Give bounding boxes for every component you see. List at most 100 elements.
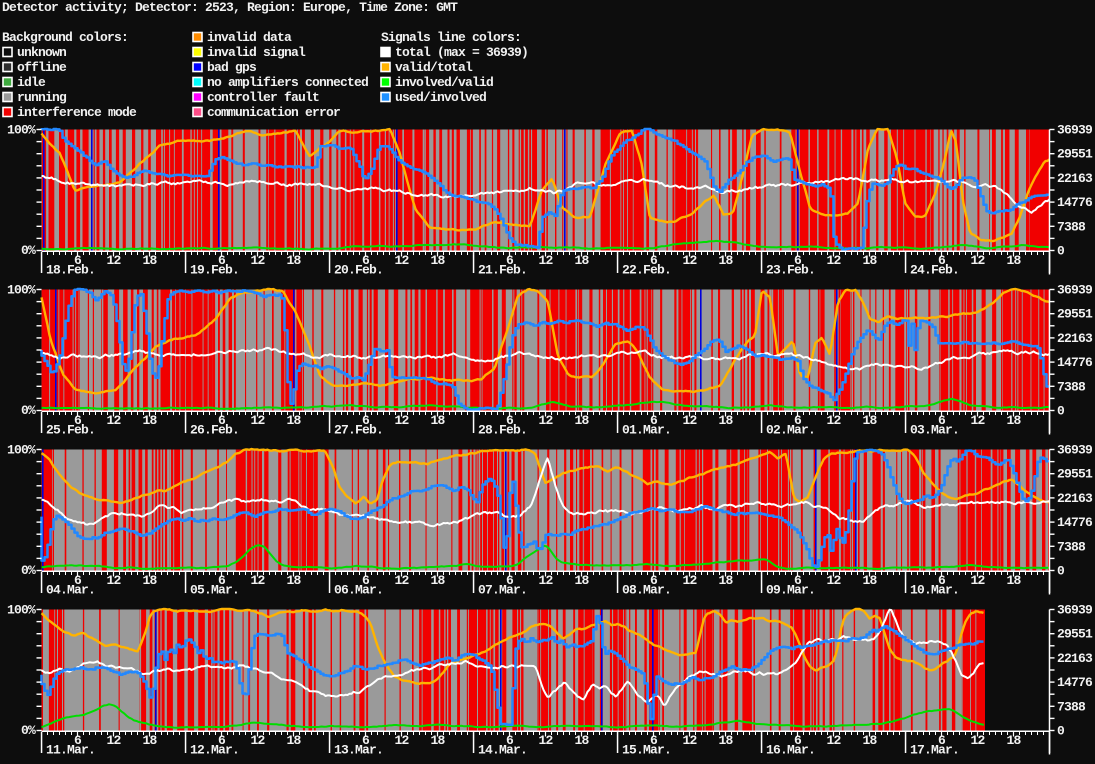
- svg-text:12: 12: [826, 573, 841, 588]
- svg-text:12: 12: [682, 733, 697, 748]
- svg-text:7388: 7388: [1057, 699, 1086, 714]
- svg-text:03.Mar.: 03.Mar.: [910, 423, 959, 438]
- svg-text:18: 18: [574, 733, 589, 748]
- svg-text:18: 18: [862, 413, 877, 428]
- svg-text:running: running: [17, 90, 67, 105]
- svg-text:100%: 100%: [7, 283, 36, 298]
- svg-text:12: 12: [970, 573, 985, 588]
- svg-text:12: 12: [394, 733, 409, 748]
- svg-text:18: 18: [1006, 733, 1021, 748]
- svg-text:100%: 100%: [7, 123, 36, 138]
- svg-text:6: 6: [74, 413, 82, 428]
- svg-text:04.Mar.: 04.Mar.: [46, 583, 95, 598]
- svg-text:12: 12: [826, 253, 841, 268]
- svg-text:0: 0: [1057, 244, 1065, 259]
- svg-text:6: 6: [218, 253, 226, 268]
- svg-text:communication error: communication error: [207, 105, 340, 120]
- svg-text:18: 18: [142, 733, 157, 748]
- svg-text:12.Mar.: 12.Mar.: [190, 743, 239, 758]
- svg-text:10.Mar.: 10.Mar.: [910, 583, 959, 598]
- svg-text:22163: 22163: [1057, 491, 1093, 506]
- svg-text:12: 12: [538, 413, 553, 428]
- svg-text:26.Feb.: 26.Feb.: [190, 423, 239, 438]
- svg-text:18: 18: [142, 413, 157, 428]
- svg-text:18: 18: [430, 733, 445, 748]
- svg-text:12: 12: [394, 413, 409, 428]
- svg-text:18: 18: [286, 733, 301, 748]
- svg-text:used/involved: used/involved: [395, 90, 486, 105]
- svg-text:18.Feb.: 18.Feb.: [46, 263, 95, 278]
- svg-text:Detector activity; Detector: 2: Detector activity; Detector: 2523, Regio…: [2, 0, 458, 15]
- svg-text:6: 6: [74, 733, 82, 748]
- svg-text:7388: 7388: [1057, 539, 1086, 554]
- svg-text:12: 12: [106, 413, 121, 428]
- svg-text:12: 12: [970, 253, 985, 268]
- svg-text:14776: 14776: [1057, 195, 1093, 210]
- svg-text:invalid data: invalid data: [207, 30, 292, 45]
- svg-text:12: 12: [682, 413, 697, 428]
- svg-text:18: 18: [430, 413, 445, 428]
- svg-text:6: 6: [794, 413, 802, 428]
- svg-text:18: 18: [1006, 573, 1021, 588]
- svg-text:21.Feb.: 21.Feb.: [478, 263, 527, 278]
- svg-text:6: 6: [794, 733, 802, 748]
- svg-text:18: 18: [718, 413, 733, 428]
- svg-text:17.Mar.: 17.Mar.: [910, 743, 959, 758]
- svg-text:7388: 7388: [1057, 379, 1086, 394]
- svg-text:24.Feb.: 24.Feb.: [910, 263, 959, 278]
- svg-text:involved/valid: involved/valid: [395, 75, 493, 90]
- svg-text:18: 18: [862, 253, 877, 268]
- svg-text:0%: 0%: [21, 723, 36, 738]
- svg-text:6: 6: [74, 253, 82, 268]
- svg-text:6: 6: [362, 733, 370, 748]
- svg-text:total (max = 36939): total (max = 36939): [395, 45, 528, 60]
- svg-text:6: 6: [218, 573, 226, 588]
- svg-text:11.Mar.: 11.Mar.: [46, 743, 95, 758]
- svg-text:18: 18: [430, 573, 445, 588]
- svg-text:12: 12: [250, 253, 265, 268]
- svg-text:22163: 22163: [1057, 331, 1093, 346]
- svg-text:6: 6: [506, 253, 514, 268]
- svg-text:12: 12: [250, 413, 265, 428]
- svg-text:0: 0: [1057, 404, 1065, 419]
- svg-text:18: 18: [286, 253, 301, 268]
- svg-text:22163: 22163: [1057, 651, 1093, 666]
- svg-text:08.Mar.: 08.Mar.: [622, 583, 671, 598]
- svg-text:interference mode: interference mode: [17, 105, 137, 120]
- svg-text:29551: 29551: [1057, 307, 1093, 322]
- svg-text:18: 18: [574, 573, 589, 588]
- svg-text:36939: 36939: [1057, 603, 1093, 618]
- svg-text:6: 6: [650, 253, 658, 268]
- svg-text:6: 6: [938, 573, 946, 588]
- svg-text:29551: 29551: [1057, 467, 1093, 482]
- svg-text:bad gps: bad gps: [207, 60, 257, 75]
- svg-text:14.Mar.: 14.Mar.: [478, 743, 527, 758]
- svg-text:12: 12: [826, 733, 841, 748]
- svg-text:29551: 29551: [1057, 147, 1093, 162]
- svg-text:12: 12: [538, 253, 553, 268]
- svg-text:12: 12: [682, 573, 697, 588]
- svg-text:6: 6: [794, 253, 802, 268]
- svg-text:27.Feb.: 27.Feb.: [334, 423, 383, 438]
- svg-text:12: 12: [970, 413, 985, 428]
- svg-text:0%: 0%: [21, 563, 36, 578]
- svg-text:6: 6: [938, 413, 946, 428]
- svg-text:16.Mar.: 16.Mar.: [766, 743, 815, 758]
- svg-text:6: 6: [794, 573, 802, 588]
- svg-text:6: 6: [506, 733, 514, 748]
- svg-text:12: 12: [394, 573, 409, 588]
- svg-text:14776: 14776: [1057, 355, 1093, 370]
- svg-text:18: 18: [430, 253, 445, 268]
- svg-text:6: 6: [650, 413, 658, 428]
- svg-text:12: 12: [106, 733, 121, 748]
- svg-text:14776: 14776: [1057, 515, 1093, 530]
- svg-text:Background colors:: Background colors:: [2, 30, 128, 45]
- svg-text:no amplifiers connected: no amplifiers connected: [207, 75, 368, 90]
- svg-text:12: 12: [106, 573, 121, 588]
- svg-text:0: 0: [1057, 724, 1065, 739]
- svg-text:20.Feb.: 20.Feb.: [334, 263, 383, 278]
- svg-text:6: 6: [362, 413, 370, 428]
- svg-text:12: 12: [250, 733, 265, 748]
- svg-text:25.Feb.: 25.Feb.: [46, 423, 95, 438]
- svg-text:18: 18: [142, 253, 157, 268]
